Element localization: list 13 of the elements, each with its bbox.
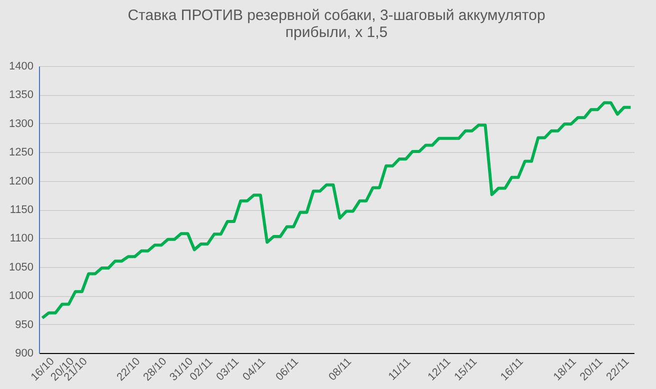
- y-tick-label: 1000: [9, 290, 34, 302]
- y-tick-label: 900: [15, 348, 34, 360]
- y-tick-label: 1150: [10, 204, 34, 216]
- y-tick-label: 1100: [10, 232, 34, 245]
- y-tick-label: 1350: [9, 89, 34, 102]
- line-series: [40, 101, 632, 320]
- y-tick-label: 1250: [9, 146, 34, 159]
- y-tick-label: 1050: [9, 261, 34, 274]
- y-tick-label: 1200: [9, 175, 34, 188]
- y-tick-label: 950: [15, 318, 34, 331]
- chart-title: Ставка ПРОТИВ резервной собаки, 3-шаговый аккумулятор прибыли, х 1,5: [128, 7, 546, 41]
- y-tick-label: 1300: [9, 118, 34, 130]
- y-tick-label: 1400: [9, 60, 34, 72]
